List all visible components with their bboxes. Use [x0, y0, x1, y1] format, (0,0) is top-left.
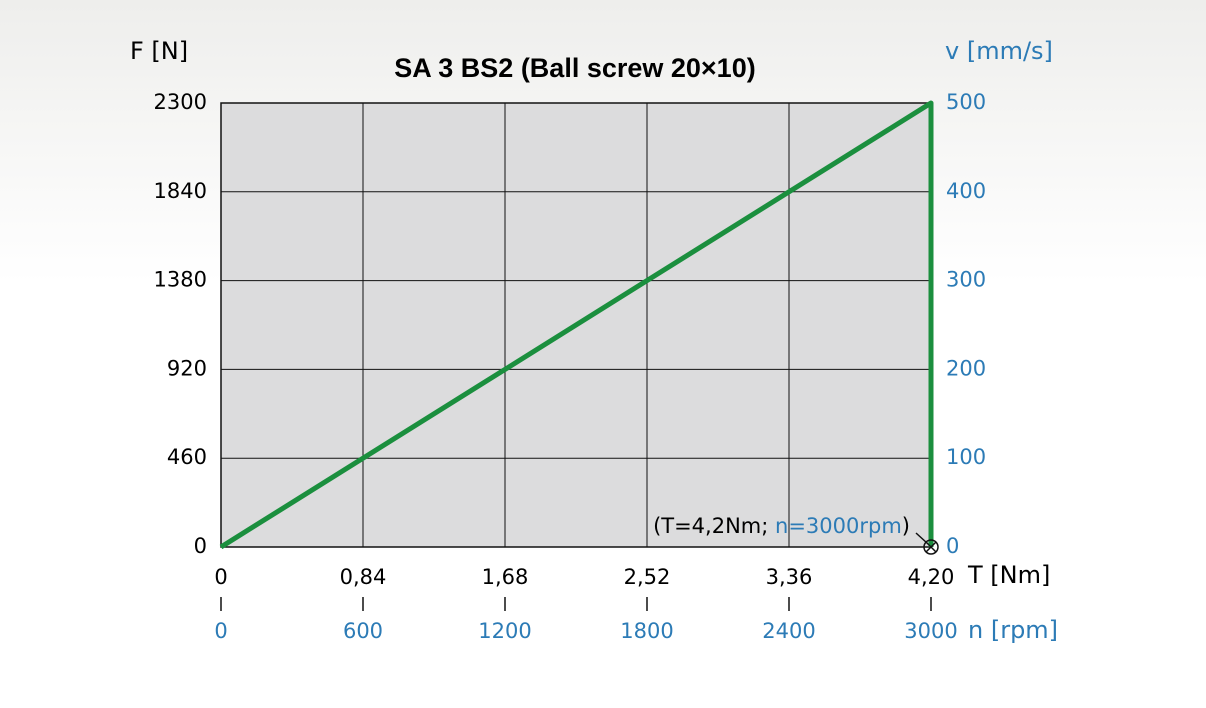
annotation: (T=4,2Nm; n=3000rpm): [653, 514, 910, 538]
x-axis-title: T [Nm]: [967, 561, 1050, 589]
end-marker-cross: [925, 541, 937, 553]
x-tick-label: 4,20: [908, 565, 955, 589]
x-tick-label: 0: [214, 565, 227, 589]
x2-tick-label: 0: [214, 619, 227, 643]
annotation-torque: (T=4,2Nm;: [653, 514, 768, 538]
x-tick-label: 3,36: [766, 565, 813, 589]
x-tick-label: 0,84: [340, 565, 387, 589]
y2-tick-label: 0: [946, 534, 959, 558]
y-axis-title: F [N]: [130, 37, 188, 65]
y2-axis-title: v [mm/s]: [945, 37, 1053, 65]
y-tick-label: 920: [167, 356, 207, 380]
x2-tick-label: 2400: [762, 619, 815, 643]
data-line: [219, 100, 934, 550]
end-marker: [923, 539, 939, 555]
x-tick-label: 1,68: [482, 565, 529, 589]
y2-tick-label: 300: [946, 268, 986, 292]
x-tick-label: 2,52: [624, 565, 671, 589]
y2-tick-label: 500: [946, 90, 986, 114]
x2-tick-label: 3000: [904, 619, 957, 643]
y-tick-label: 2300: [154, 90, 207, 114]
y-tick-label: 0: [194, 534, 207, 558]
annotation-speed: n=3000rpm: [775, 514, 902, 538]
y-tick-label: 460: [167, 445, 207, 469]
y2-tick-label: 400: [946, 179, 986, 203]
y2-tick-label: 200: [946, 356, 986, 380]
annotation-arrow: [915, 532, 928, 544]
chart-title: SA 3 BS2 (Ball screw 20×10): [394, 53, 755, 83]
x2-tick-label: 1200: [478, 619, 531, 643]
y-tick-label: 1840: [154, 179, 207, 203]
x2-tick-label: 600: [343, 619, 383, 643]
y-tick-label: 1380: [154, 268, 207, 292]
x2-axis-title: n [rpm]: [968, 616, 1058, 644]
x2-tick-label: 1800: [620, 619, 673, 643]
y2-tick-label: 100: [946, 445, 986, 469]
annotation-close: ): [902, 514, 910, 538]
